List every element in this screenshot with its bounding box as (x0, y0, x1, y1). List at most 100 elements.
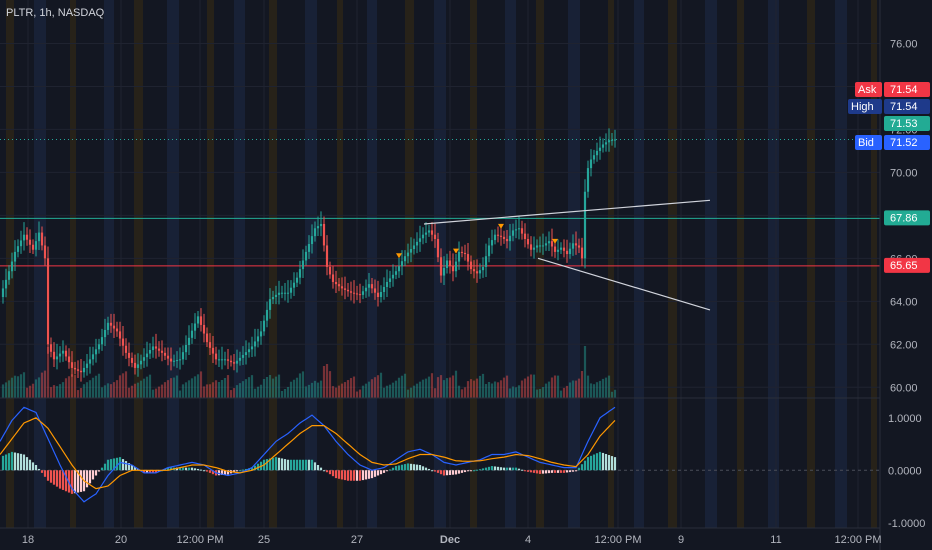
volume-bar (139, 380, 143, 398)
volume-bar (13, 375, 17, 398)
macd-histogram-bar (454, 470, 458, 475)
macd-histogram-bar (586, 457, 590, 471)
volume-bar (415, 383, 419, 398)
candle-body (421, 234, 425, 239)
candle-body (583, 191, 587, 259)
macd-histogram-bar (16, 453, 20, 471)
volume-bar (334, 387, 338, 398)
volume-bar (448, 377, 452, 398)
macd-line (0, 406, 616, 503)
macd-histogram-bar (349, 470, 353, 481)
volume-bar (196, 374, 200, 398)
signal-markers (396, 223, 558, 259)
volume-bar (304, 386, 308, 398)
macd-histogram-bar (181, 467, 185, 471)
macd-histogram-bar (508, 467, 512, 471)
volume-bar (283, 389, 287, 398)
session-stripe (104, 0, 114, 528)
macd-histogram-bar (358, 470, 362, 481)
volume-bar (76, 390, 80, 398)
macd-histogram-bar (199, 469, 203, 471)
volume-bar (274, 376, 278, 398)
volume-bar (343, 382, 347, 398)
volume-bar (502, 377, 506, 398)
macd-histogram-bar (238, 470, 242, 472)
macd-histogram-bar (385, 470, 389, 472)
macd-histogram-bar (178, 467, 182, 471)
candle-body (4, 279, 8, 289)
candle-body (373, 288, 377, 293)
candle-body (580, 247, 584, 259)
price-tag-label: Ask (858, 84, 877, 96)
symbol-title: PLTR, 1h, NASDAQ (6, 7, 105, 19)
volume-bar (532, 374, 536, 398)
volume-bar (493, 381, 497, 398)
volume-bar (94, 375, 98, 398)
candle-body (568, 248, 572, 255)
session-stripe (269, 0, 277, 528)
candle-body (358, 294, 362, 296)
candle-body (451, 265, 455, 272)
macd-histogram-bar (304, 459, 308, 471)
candle-body (223, 359, 227, 361)
volume-bar (481, 373, 485, 398)
macd-histogram-bar (355, 470, 359, 481)
trend-line[interactable] (537, 257, 711, 311)
candle-body (115, 328, 119, 332)
macd-histogram-bar (190, 467, 194, 471)
volume-bar (331, 386, 335, 398)
candle-body (97, 344, 101, 350)
volume-bar (40, 372, 44, 398)
macd-histogram-bar (346, 470, 350, 481)
macd-histogram-bar (52, 470, 56, 485)
volume-bar (64, 378, 68, 398)
candle-body (442, 268, 446, 276)
volume-bar (160, 384, 164, 398)
trend-line[interactable] (423, 199, 711, 225)
candle-body (439, 257, 443, 276)
candle-body (148, 350, 152, 354)
macd-histogram-bar (523, 470, 527, 472)
macd-histogram-bar (610, 456, 614, 471)
session-stripe (337, 0, 343, 528)
macd-histogram-bar (340, 470, 344, 480)
candle-body (121, 338, 125, 346)
macd-histogram-bar (166, 467, 170, 471)
volume-bar (298, 373, 302, 398)
candle-body (367, 284, 371, 288)
macd-histogram-bar (154, 470, 158, 473)
candle-body (217, 359, 221, 361)
macd-histogram-bar (76, 470, 80, 493)
candle-body (61, 350, 65, 354)
volume-bar (238, 383, 242, 398)
volume-bar (601, 378, 605, 398)
candle-body (331, 274, 335, 282)
time-axis-tick-label: 9 (678, 534, 684, 546)
macd-histogram-bar (463, 470, 467, 473)
macd-histogram-bar (49, 470, 53, 483)
volume-bar (133, 383, 137, 398)
candle-body (22, 234, 26, 241)
macd-histogram-bar (400, 464, 404, 471)
macd-histogram-bar (289, 459, 293, 471)
volume-bar (136, 382, 140, 398)
macd-histogram-bar (538, 470, 542, 474)
candle-body (319, 223, 323, 227)
candle-body (316, 226, 320, 229)
volume-bar (469, 379, 473, 398)
candle-body (613, 139, 617, 141)
macd-histogram-bar (532, 470, 536, 473)
volume-bar (307, 384, 311, 398)
volume-bar (382, 387, 386, 398)
macd-histogram-bar (559, 470, 563, 473)
candle-body (262, 320, 266, 332)
volume-bar (523, 378, 527, 398)
macd-histogram-bar (574, 470, 578, 472)
macd-histogram-bar (7, 453, 11, 471)
macd-histogram-bar (613, 457, 617, 471)
candle-body (595, 150, 599, 156)
signal-marker-icon (453, 248, 459, 254)
candle-body (28, 239, 32, 245)
candle-body (205, 333, 209, 343)
